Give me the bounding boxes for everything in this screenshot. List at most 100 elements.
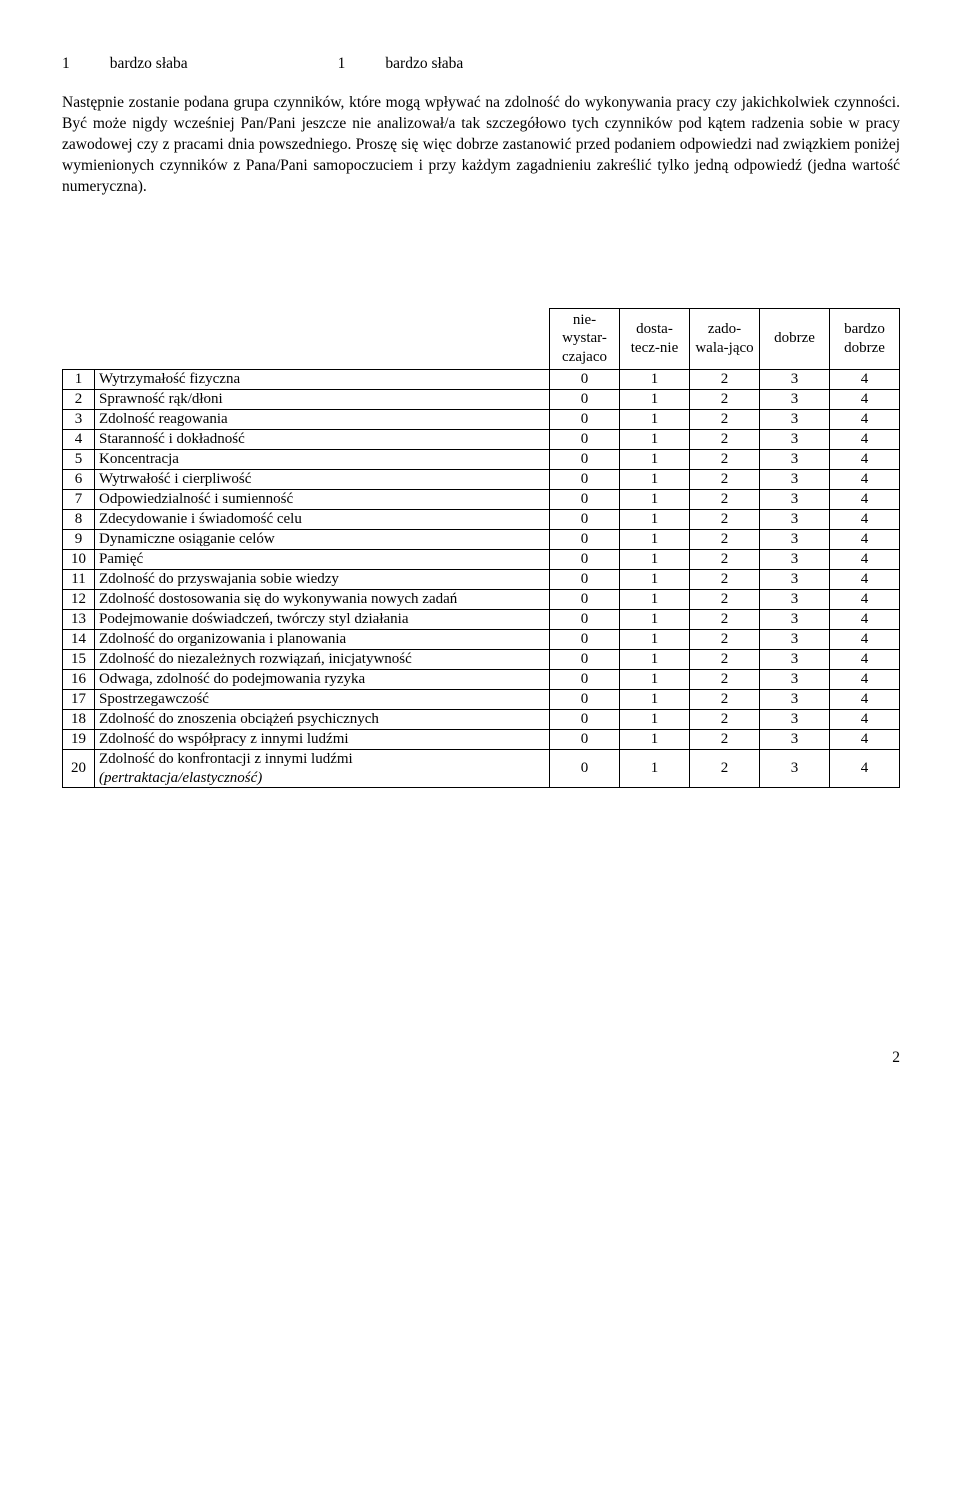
row-index: 15 xyxy=(63,649,95,669)
row-label: Wytrwałość i cierpliwość xyxy=(95,469,550,489)
row-value: 0 xyxy=(550,529,620,549)
table-row: 8Zdecydowanie i świadomość celu01234 xyxy=(63,509,900,529)
row-index: 9 xyxy=(63,529,95,549)
row-value: 1 xyxy=(620,489,690,509)
scale-row: 1 bardzo słaba 1 bardzo słaba xyxy=(62,54,900,75)
row-value: 0 xyxy=(550,569,620,589)
row-value: 2 xyxy=(690,389,760,409)
table-body: 1Wytrzymałość fizyczna012342Sprawność rą… xyxy=(63,369,900,788)
row-index: 1 xyxy=(63,369,95,389)
row-index: 17 xyxy=(63,689,95,709)
row-index: 12 xyxy=(63,589,95,609)
scale-left: 1 bardzo słaba xyxy=(62,54,188,75)
row-index: 4 xyxy=(63,429,95,449)
row-value: 2 xyxy=(690,369,760,389)
table-row: 5Koncentracja01234 xyxy=(63,449,900,469)
row-value: 3 xyxy=(760,729,830,749)
table-row: 17Spostrzegawczość01234 xyxy=(63,689,900,709)
row-index: 13 xyxy=(63,609,95,629)
scale-left-num: 1 xyxy=(62,54,70,75)
row-value: 0 xyxy=(550,629,620,649)
row-value: 0 xyxy=(550,749,620,788)
row-value: 3 xyxy=(760,529,830,549)
row-index: 7 xyxy=(63,489,95,509)
scale-right-label: bardzo słaba xyxy=(385,54,463,75)
row-value: 1 xyxy=(620,589,690,609)
header-col-3: dobrze xyxy=(760,308,830,369)
row-value: 2 xyxy=(690,669,760,689)
row-value: 1 xyxy=(620,629,690,649)
row-value: 3 xyxy=(760,709,830,729)
row-value: 3 xyxy=(760,489,830,509)
row-value: 1 xyxy=(620,569,690,589)
row-value: 4 xyxy=(830,749,900,788)
row-index: 16 xyxy=(63,669,95,689)
row-value: 0 xyxy=(550,509,620,529)
row-value: 3 xyxy=(760,509,830,529)
row-index: 10 xyxy=(63,549,95,569)
row-index: 6 xyxy=(63,469,95,489)
header-col-1: dosta-tecz-nie xyxy=(620,308,690,369)
row-label: Zdolność do przyswajania sobie wiedzy xyxy=(95,569,550,589)
row-label: Zdolność reagowania xyxy=(95,409,550,429)
row-value: 1 xyxy=(620,709,690,729)
row-value: 4 xyxy=(830,369,900,389)
row-value: 1 xyxy=(620,549,690,569)
row-value: 0 xyxy=(550,389,620,409)
row-value: 0 xyxy=(550,449,620,469)
row-value: 4 xyxy=(830,549,900,569)
row-label: Zdolność do znoszenia obciążeń psychiczn… xyxy=(95,709,550,729)
page-number: 2 xyxy=(62,1048,900,1069)
row-label: Staranność i dokładność xyxy=(95,429,550,449)
table-row: 19Zdolność do współpracy z innymi ludźmi… xyxy=(63,729,900,749)
table-row: 12Zdolność dostosowania się do wykonywan… xyxy=(63,589,900,609)
row-value: 1 xyxy=(620,749,690,788)
row-value: 4 xyxy=(830,509,900,529)
row-value: 4 xyxy=(830,629,900,649)
row-value: 0 xyxy=(550,429,620,449)
factors-table: nie-wystar-czajaco dosta-tecz-nie zado-w… xyxy=(62,308,900,789)
row-value: 0 xyxy=(550,709,620,729)
row-value: 4 xyxy=(830,469,900,489)
row-value: 2 xyxy=(690,489,760,509)
scale-right: 1 bardzo słaba xyxy=(338,54,464,75)
row-value: 0 xyxy=(550,549,620,569)
table-row: 18Zdolność do znoszenia obciążeń psychic… xyxy=(63,709,900,729)
row-value: 1 xyxy=(620,669,690,689)
row-label: Koncentracja xyxy=(95,449,550,469)
header-blank-idx xyxy=(63,308,95,369)
row-label: Podejmowanie doświadczeń, twórczy styl d… xyxy=(95,609,550,629)
table-row: 2Sprawność rąk/dłoni01234 xyxy=(63,389,900,409)
row-value: 2 xyxy=(690,549,760,569)
row-value: 0 xyxy=(550,409,620,429)
row-value: 3 xyxy=(760,429,830,449)
table-row: 11Zdolność do przyswajania sobie wiedzy0… xyxy=(63,569,900,589)
row-label: Zdolność do konfrontacji z innymi ludźmi… xyxy=(95,749,550,788)
row-index: 19 xyxy=(63,729,95,749)
table-row: 1Wytrzymałość fizyczna01234 xyxy=(63,369,900,389)
row-value: 3 xyxy=(760,749,830,788)
row-value: 0 xyxy=(550,369,620,389)
row-label: Odpowiedzialność i sumienność xyxy=(95,489,550,509)
row-label-line1: Zdolność do konfrontacji z innymi ludźmi xyxy=(99,750,545,769)
row-value: 0 xyxy=(550,489,620,509)
row-value: 2 xyxy=(690,529,760,549)
header-col-4: bardzo dobrze xyxy=(830,308,900,369)
row-value: 4 xyxy=(830,649,900,669)
row-value: 1 xyxy=(620,389,690,409)
row-index: 20 xyxy=(63,749,95,788)
row-value: 3 xyxy=(760,369,830,389)
row-label: Odwaga, zdolność do podejmowania ryzyka xyxy=(95,669,550,689)
row-value: 2 xyxy=(690,709,760,729)
row-value: 4 xyxy=(830,669,900,689)
row-index: 11 xyxy=(63,569,95,589)
row-value: 1 xyxy=(620,689,690,709)
row-index: 14 xyxy=(63,629,95,649)
row-value: 2 xyxy=(690,449,760,469)
row-label: Zdecydowanie i świadomość celu xyxy=(95,509,550,529)
row-value: 2 xyxy=(690,749,760,788)
row-value: 4 xyxy=(830,389,900,409)
row-index: 3 xyxy=(63,409,95,429)
row-value: 2 xyxy=(690,729,760,749)
row-value: 1 xyxy=(620,509,690,529)
